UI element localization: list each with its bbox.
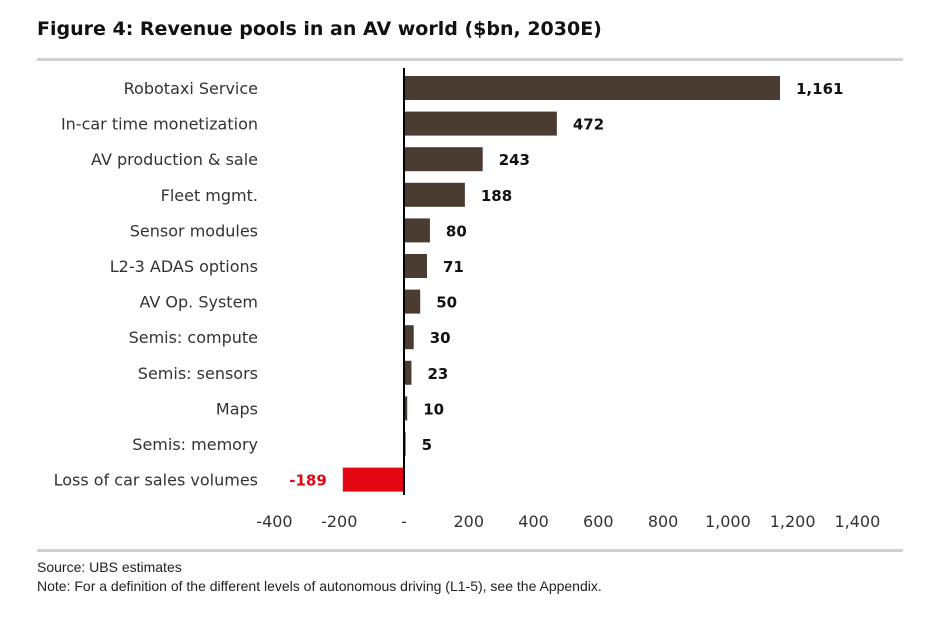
category-label: Semis: compute — [129, 328, 258, 347]
x-tick-labels-group: -400 -200-200 400 600 800 1,000 1,200 1,400 — [256, 512, 880, 531]
bar-11 — [342, 467, 404, 492]
bars-group — [342, 76, 780, 492]
data-label: 243 — [499, 151, 530, 169]
data-label: 1,161 — [796, 80, 843, 98]
category-label: AV production & sale — [91, 150, 258, 169]
category-label: AV Op. System — [139, 293, 258, 312]
x-tick-label: 400 — [518, 512, 549, 531]
bar-3 — [404, 182, 465, 207]
data-label: 71 — [443, 258, 464, 276]
category-label: Robotaxi Service — [124, 79, 258, 98]
bar-8 — [404, 360, 412, 385]
category-label: L2-3 ADAS options — [110, 257, 258, 276]
data-label: 80 — [446, 222, 467, 240]
category-labels-group: Robotaxi Service In-car time monetization… — [54, 79, 258, 490]
x-tick-label: 1,400 — [834, 512, 880, 531]
data-label: 50 — [436, 294, 457, 312]
bar-2 — [404, 147, 483, 172]
data-label: 5 — [422, 436, 432, 454]
bar-0 — [404, 76, 780, 100]
chart-title: Figure 4: Revenue pools in an AV world (… — [37, 18, 602, 40]
data-label: 472 — [573, 116, 604, 134]
x-tick-label: 200 — [453, 512, 484, 531]
data-label: -189 — [289, 472, 327, 490]
value-labels-group: 1,161 472 243 188 80 71 50 30 23 10 5 -189 — [289, 80, 843, 490]
data-label: 188 — [481, 187, 512, 205]
x-tick-label: 600 — [583, 512, 614, 531]
bar-5 — [404, 254, 427, 278]
bar-7 — [404, 325, 414, 350]
data-label: 30 — [430, 329, 451, 347]
x-tick-label: -400 — [256, 512, 292, 531]
data-label: 23 — [427, 365, 448, 383]
category-label: Semis: sensors — [138, 364, 258, 383]
x-tick-label: 800 — [648, 512, 679, 531]
category-label: In-car time monetization — [61, 115, 258, 134]
source-note: Source: UBS estimates — [37, 559, 182, 575]
data-label: 10 — [423, 400, 444, 418]
category-label: Maps — [216, 399, 258, 418]
x-tick-label: 1,200 — [770, 512, 816, 531]
bottom-divider — [37, 549, 903, 552]
bar-4 — [404, 218, 430, 243]
bar-9 — [404, 396, 408, 421]
category-label: Sensor modules — [130, 221, 258, 240]
footnote: Note: For a definition of the different … — [37, 578, 602, 594]
x-tick-label: 1,000 — [705, 512, 751, 531]
bar-1 — [404, 111, 557, 136]
category-label: Fleet mgmt. — [161, 186, 258, 205]
top-divider — [37, 58, 903, 61]
category-label: Loss of car sales volumes — [54, 471, 258, 490]
category-label: Semis: memory — [132, 435, 258, 454]
bar-6 — [404, 289, 421, 314]
x-tick-label: -200 — [321, 512, 357, 531]
x-tick-label: - — [401, 512, 407, 531]
